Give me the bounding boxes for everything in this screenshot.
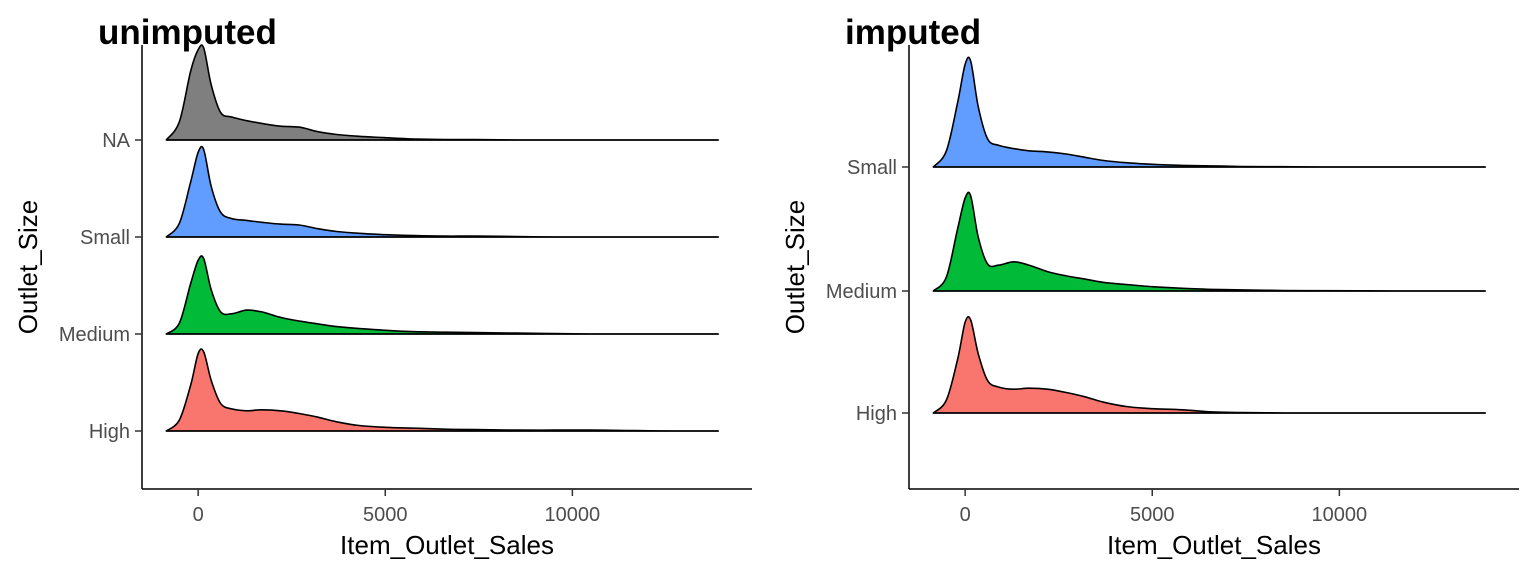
panel-unimputed: 0 5000 10000 High Medium Small NA unimputed I… <box>13 13 752 560</box>
x-ticks-group: 0 5000 10000 <box>193 489 601 526</box>
y-tick-label: Medium <box>826 281 897 303</box>
panel-title: imputed <box>845 13 981 52</box>
x-axis-title: Item_Outlet_Sales <box>340 530 554 560</box>
x-tick-label: 10000 <box>1312 504 1368 526</box>
ridge-na <box>165 44 720 141</box>
y-tick-label: NA <box>102 130 130 152</box>
ridge-high <box>932 315 1487 414</box>
ridge-small <box>165 145 720 238</box>
y-tick-label: High <box>89 421 130 443</box>
x-tick-label: 10000 <box>545 504 601 526</box>
ridge-high <box>165 348 720 432</box>
y-ticks-group: High Medium Small <box>826 157 909 425</box>
panel-imputed: 0 5000 10000 High Medium Small imputed Item_… <box>780 13 1519 560</box>
y-axis-title: Outlet_Size <box>780 200 810 334</box>
ridges-group <box>932 56 1487 414</box>
ridge-medium <box>165 255 720 335</box>
y-tick-label: Small <box>847 157 897 179</box>
x-ticks-group: 0 5000 10000 <box>960 489 1368 526</box>
ridges-group <box>165 44 720 432</box>
y-tick-label: Medium <box>59 324 130 346</box>
x-tick-label: 0 <box>960 504 971 526</box>
panel-title: unimputed <box>98 13 277 52</box>
y-ticks-group: High Medium Small NA <box>59 130 142 443</box>
x-tick-label: 0 <box>193 504 204 526</box>
x-axis-title: Item_Outlet_Sales <box>1107 530 1321 560</box>
x-tick-label: 5000 <box>1130 504 1175 526</box>
ridge-small <box>932 56 1487 168</box>
x-tick-label: 5000 <box>363 504 408 526</box>
y-tick-label: High <box>856 403 897 425</box>
y-axis-title: Outlet_Size <box>13 200 43 334</box>
ridge-medium <box>932 191 1487 292</box>
y-tick-label: Small <box>80 227 130 249</box>
